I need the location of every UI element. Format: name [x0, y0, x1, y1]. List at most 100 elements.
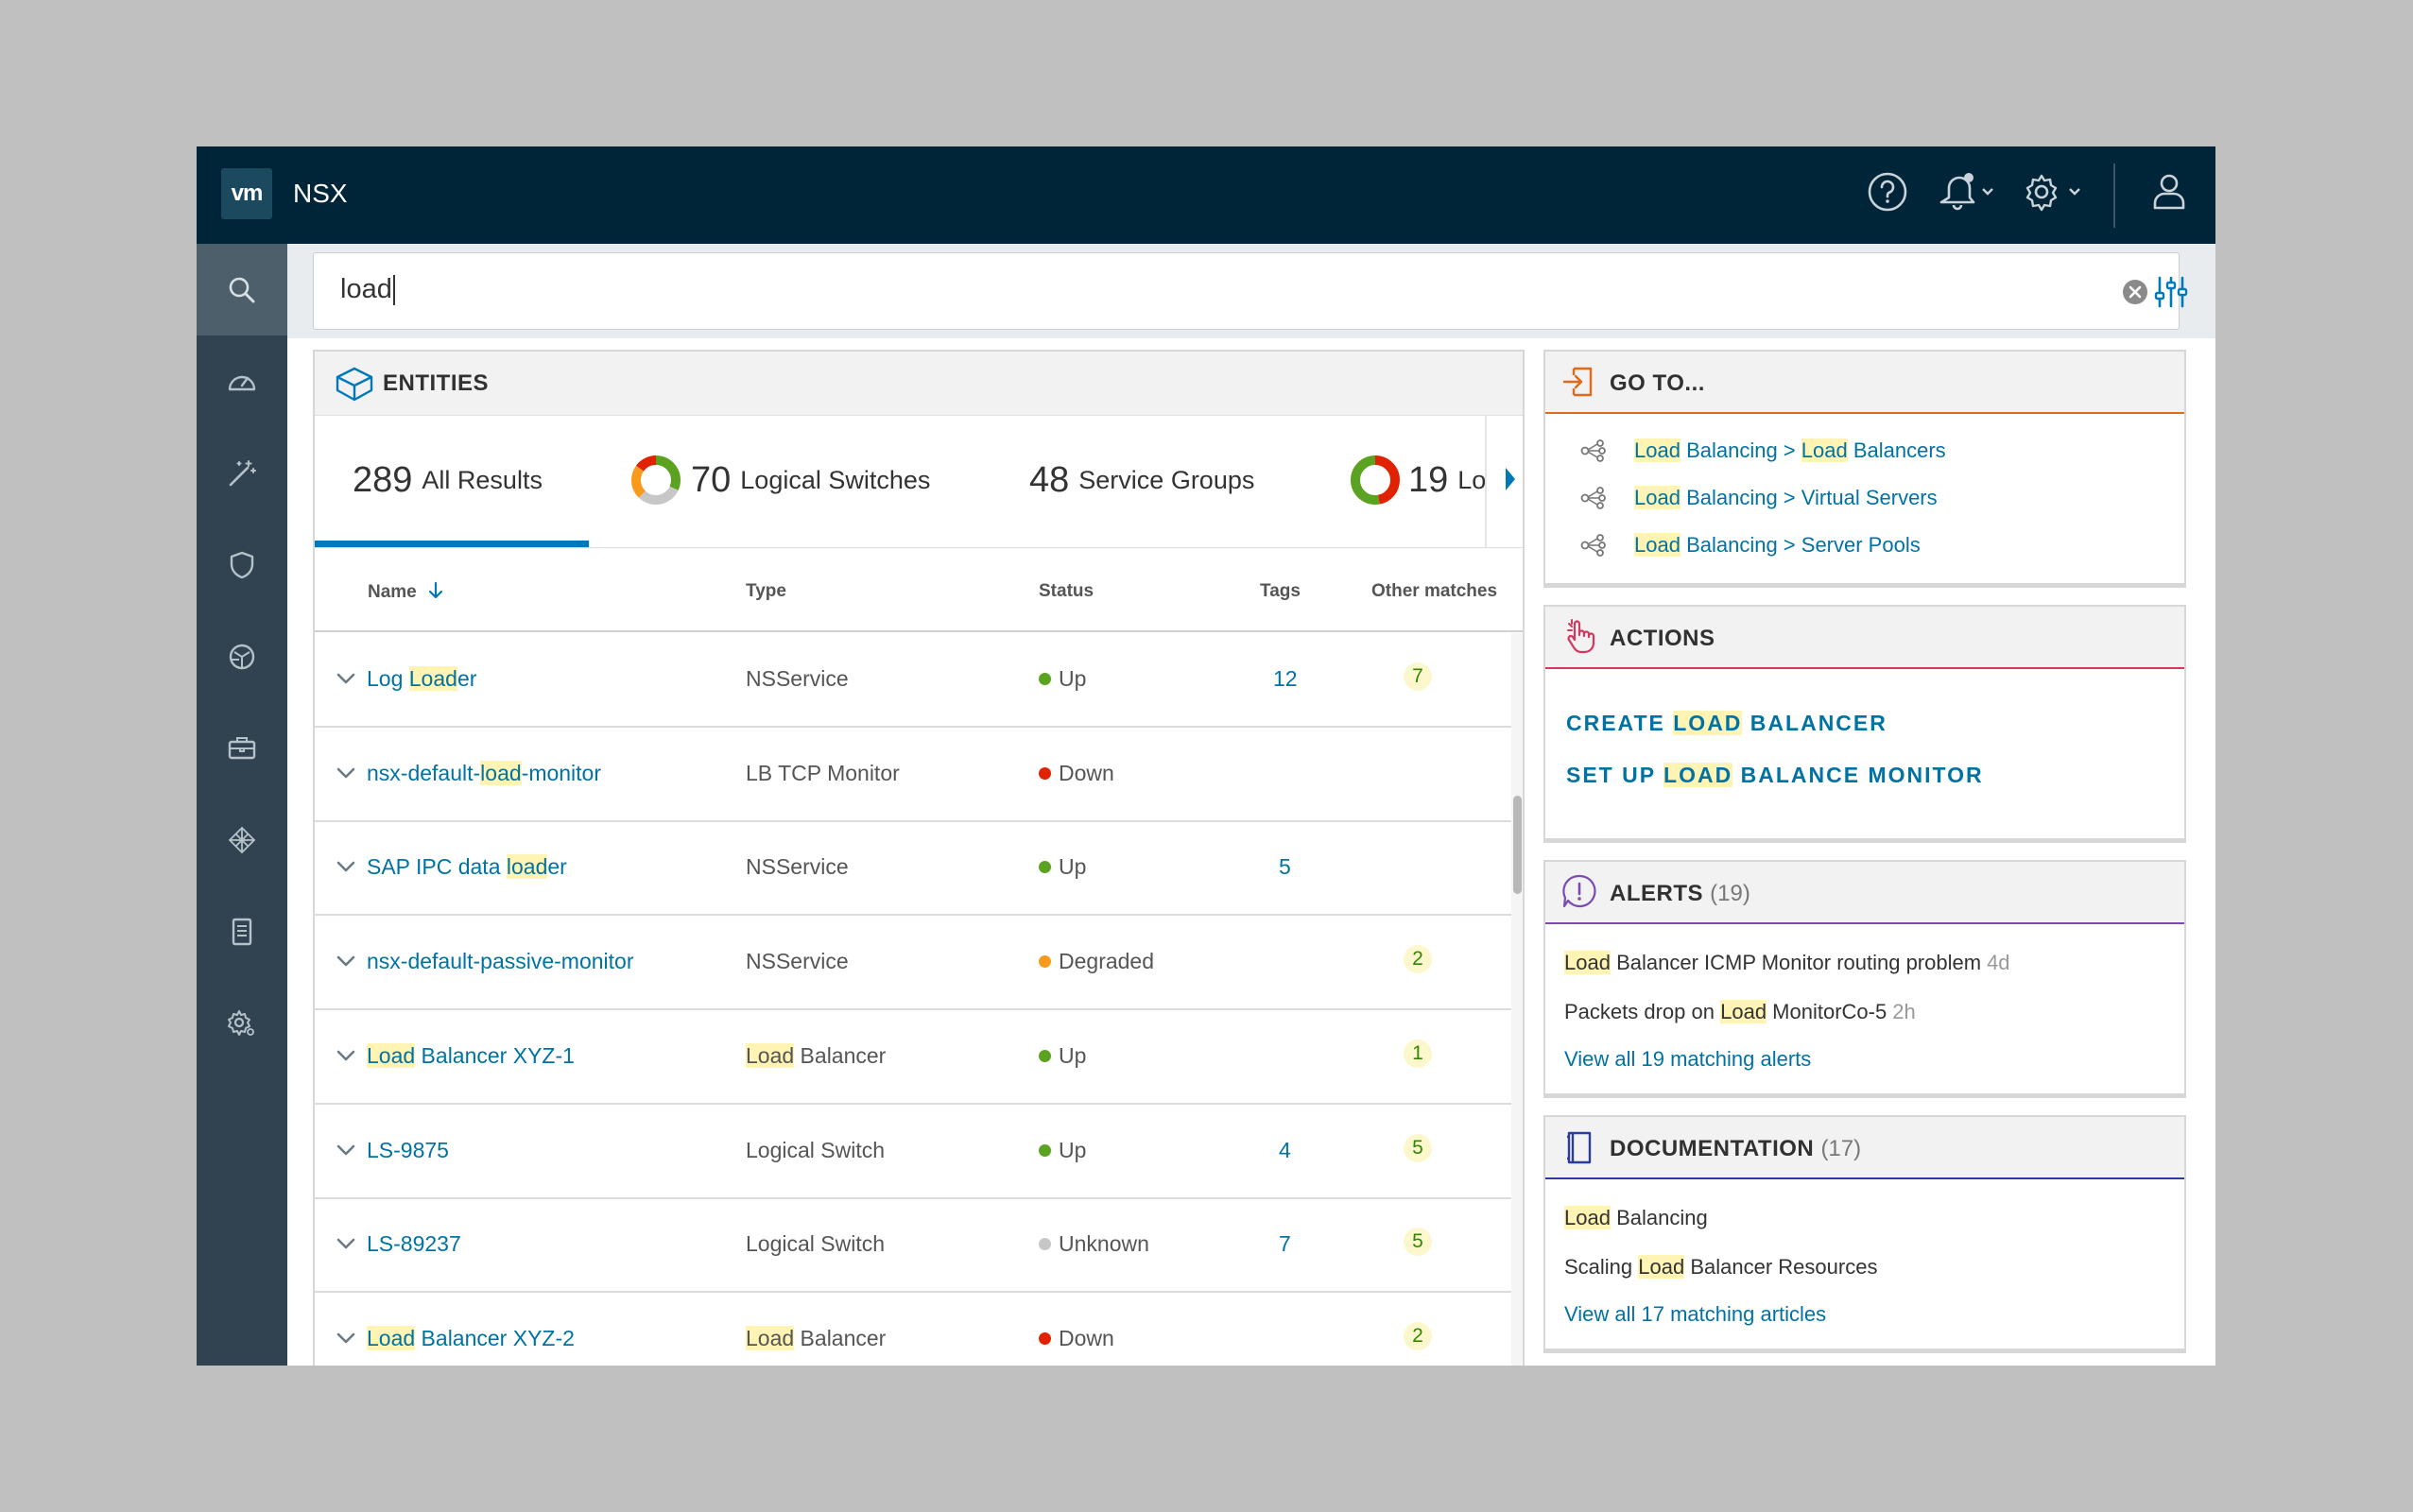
match-highlight: Load: [746, 1042, 795, 1068]
other-matches-badge[interactable]: 5: [1404, 1228, 1432, 1257]
help-icon[interactable]: [1866, 170, 1909, 214]
entity-name-link[interactable]: LS-89237: [367, 1231, 461, 1257]
nav-search[interactable]: [197, 244, 287, 335]
goto-link[interactable]: Load Balancing > Virtual Servers: [1579, 486, 1938, 510]
nav-admin-settings[interactable]: [197, 977, 287, 1069]
table-row[interactable]: nsx-default-load-monitor LB TCP Monitor Do…: [315, 729, 1511, 822]
table-scroll-track: [1511, 633, 1523, 1366]
navigation-tree-icon: [1579, 438, 1621, 463]
global-search-bar[interactable]: load: [313, 252, 2188, 330]
entity-name-link[interactable]: SAP IPC data loader: [367, 854, 567, 880]
column-header-status[interactable]: Status: [1039, 581, 1094, 601]
settings-gear-icon[interactable]: [2021, 170, 2087, 214]
nav-logs[interactable]: [197, 885, 287, 977]
nav-wizard[interactable]: [197, 427, 287, 519]
admin-gears-icon: [228, 1009, 254, 1036]
other-matches-badge[interactable]: 1: [1404, 1039, 1432, 1068]
column-label: Name: [368, 582, 417, 602]
goto-link[interactable]: Load Balancing > Load Balancers: [1579, 438, 1946, 463]
alert-item[interactable]: Load Balancer ICMP Monitor routing probl…: [1564, 951, 2010, 975]
status-dot-icon: [1039, 861, 1051, 874]
documentation-article[interactable]: Load Balancing: [1564, 1206, 1708, 1230]
search-input[interactable]: load: [340, 274, 395, 306]
entity-status: Degraded: [1039, 949, 1154, 974]
alert-item[interactable]: Packets drop on Load MonitorCo-5 2h: [1564, 1000, 1916, 1024]
expand-chevron-icon[interactable]: [336, 1332, 356, 1349]
text-segment: Balancer ICMP Monitor routing problem: [1610, 951, 1982, 974]
clear-search-icon[interactable]: [2121, 278, 2149, 311]
goto-link[interactable]: Load Balancing > Server Pools: [1579, 533, 1921, 558]
other-matches-badge[interactable]: 2: [1404, 945, 1432, 974]
status-dot-icon: [1039, 955, 1051, 969]
entity-name-link[interactable]: nsx-default-passive-monitor: [367, 949, 634, 974]
entity-name-link[interactable]: LS-9875: [367, 1138, 449, 1163]
nav-security[interactable]: [197, 519, 287, 610]
column-header-other-matches[interactable]: Other matches: [1371, 581, 1498, 601]
tags-count-link[interactable]: 5: [1279, 854, 1291, 880]
tab-service-groups[interactable]: 48 Service Groups: [1029, 452, 1254, 508]
other-matches-badge[interactable]: 2: [1404, 1321, 1432, 1350]
expand-chevron-icon[interactable]: [336, 860, 356, 878]
status-text: Down: [1059, 1325, 1114, 1350]
documentation-article[interactable]: Scaling Load Balancer Resources: [1564, 1255, 1877, 1280]
search-filter-sliders-icon[interactable]: [2153, 274, 2189, 315]
table-row[interactable]: Load Balancer XYZ-2 Load Balancer Down 2: [315, 1294, 1511, 1366]
entity-name-link[interactable]: Load Balancer XYZ-2: [367, 1325, 575, 1351]
match-highlight: Load: [367, 1325, 416, 1350]
text-segment: Balancer XYZ-2: [415, 1325, 575, 1350]
entity-name-link[interactable]: Load Balancer XYZ-1: [367, 1042, 575, 1069]
nav-inventory[interactable]: [197, 702, 287, 794]
tags-count-link[interactable]: 4: [1279, 1137, 1291, 1162]
table-row[interactable]: LS-9875 Logical Switch Up 4 5: [315, 1106, 1511, 1199]
column-header-name[interactable]: Name: [368, 581, 444, 603]
view-all-articles-link[interactable]: View all 17 matching articles: [1564, 1302, 1827, 1326]
other-matches-badge[interactable]: 5: [1404, 1133, 1432, 1162]
goto-card: GO TO... Load Balancing > Load Balancers…: [1543, 350, 2186, 588]
nav-networking[interactable]: [197, 610, 287, 702]
table-row[interactable]: Log Loader NSService Up 12 7: [315, 634, 1511, 728]
expand-chevron-icon[interactable]: [336, 1049, 356, 1067]
tab-overflow-fade: [1485, 416, 1523, 547]
nav-dashboard[interactable]: [197, 335, 287, 427]
goto-arrow-icon: [1560, 363, 1598, 405]
entity-type: NSService: [746, 854, 849, 880]
entity-type: NSService: [746, 949, 849, 974]
tab-all-results[interactable]: 289 All Results: [353, 452, 543, 508]
tabs-scroll-right-icon[interactable]: [1504, 465, 1517, 498]
action-link[interactable]: SET UP LOAD BALANCE MONITOR: [1566, 763, 1984, 788]
text-caret: [392, 275, 395, 306]
user-avatar-icon[interactable]: [2147, 170, 2191, 214]
table-row[interactable]: nsx-default-passive-monitor NSService Degr…: [315, 917, 1511, 1011]
expand-chevron-icon[interactable]: [336, 954, 356, 972]
action-link[interactable]: CREATE LOAD BALANCER: [1566, 711, 1887, 736]
tags-count-link[interactable]: 12: [1273, 666, 1298, 691]
documentation-header: DOCUMENTATION (17): [1545, 1117, 2184, 1179]
status-text: Up: [1059, 1137, 1087, 1162]
active-tab-indicator: [315, 541, 589, 547]
column-header-type[interactable]: Type: [746, 581, 786, 601]
entity-name-link[interactable]: nsx-default-load-monitor: [367, 760, 601, 786]
tab-logs[interactable]: 19 Log: [1348, 452, 1500, 508]
tags-count-link[interactable]: 7: [1279, 1231, 1291, 1257]
column-header-tags[interactable]: Tags: [1260, 581, 1301, 601]
tab-logical-switches[interactable]: 70 Logical Switches: [629, 452, 930, 508]
table-row[interactable]: LS-89237 Logical Switch Unknown 7 5: [315, 1199, 1511, 1294]
entity-name-link[interactable]: Log Loader: [367, 666, 476, 692]
table-row[interactable]: Load Balancer XYZ-1 Load Balancer Up 1: [315, 1011, 1511, 1105]
documentation-card: DOCUMENTATION (17) Load Balancing Scaling…: [1543, 1115, 2186, 1353]
expand-chevron-icon[interactable]: [336, 766, 356, 784]
match-highlight: Load: [1564, 1206, 1611, 1229]
text-segment: Logical Switch: [746, 1231, 886, 1257]
top-header: vm NSX: [197, 146, 2215, 244]
table-row[interactable]: SAP IPC data loader NSService Up 5: [315, 822, 1511, 917]
nav-system[interactable]: [197, 794, 287, 885]
expand-chevron-icon[interactable]: [336, 672, 356, 690]
expand-chevron-icon[interactable]: [336, 1143, 356, 1161]
table-scrollbar-thumb[interactable]: [1513, 796, 1522, 894]
text-segment: Balancer Resources: [1684, 1255, 1878, 1279]
other-matches-badge[interactable]: 7: [1404, 662, 1432, 691]
text-segment: CREATE: [1566, 711, 1674, 735]
view-all-alerts-link[interactable]: View all 19 matching alerts: [1564, 1047, 1812, 1071]
expand-chevron-icon[interactable]: [336, 1237, 356, 1255]
notifications-bell-icon[interactable]: [1934, 170, 1996, 214]
